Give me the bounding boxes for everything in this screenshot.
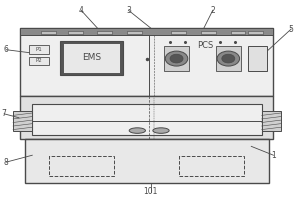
Text: 5: 5 [289, 24, 294, 33]
Bar [20, 28, 274, 35]
Circle shape [217, 51, 240, 66]
Text: 2: 2 [210, 6, 215, 15]
Text: 1: 1 [271, 151, 276, 160]
Bar [164, 46, 189, 71]
Bar [49, 156, 114, 176]
Text: 7: 7 [2, 109, 7, 118]
Bar [29, 45, 49, 54]
Bar [98, 31, 112, 34]
Text: 4: 4 [79, 6, 83, 15]
Bar [25, 139, 269, 183]
Bar [216, 46, 241, 71]
Ellipse shape [129, 128, 146, 133]
Circle shape [170, 54, 183, 63]
Text: PCS: PCS [197, 41, 214, 50]
Bar [248, 31, 263, 34]
Text: EMS: EMS [82, 53, 101, 62]
Text: 8: 8 [4, 158, 9, 167]
Bar [230, 31, 245, 34]
Bar [248, 46, 267, 71]
Bar [127, 31, 142, 34]
Bar [63, 43, 120, 73]
Bar [32, 104, 262, 135]
Bar [20, 28, 274, 96]
Bar [60, 41, 122, 75]
Text: P1: P1 [36, 47, 42, 52]
Bar [13, 111, 32, 131]
Text: 6: 6 [4, 45, 9, 54]
Bar [20, 96, 274, 139]
Bar [201, 31, 216, 34]
Text: P2: P2 [36, 58, 42, 63]
Ellipse shape [153, 128, 169, 133]
Bar [179, 156, 244, 176]
Bar [262, 111, 281, 131]
Bar [171, 31, 186, 34]
Text: 101: 101 [143, 187, 158, 196]
Circle shape [165, 51, 188, 66]
Circle shape [222, 54, 235, 63]
Bar [29, 57, 49, 65]
Bar [68, 31, 82, 34]
Text: 3: 3 [126, 6, 131, 15]
Bar [41, 31, 56, 34]
